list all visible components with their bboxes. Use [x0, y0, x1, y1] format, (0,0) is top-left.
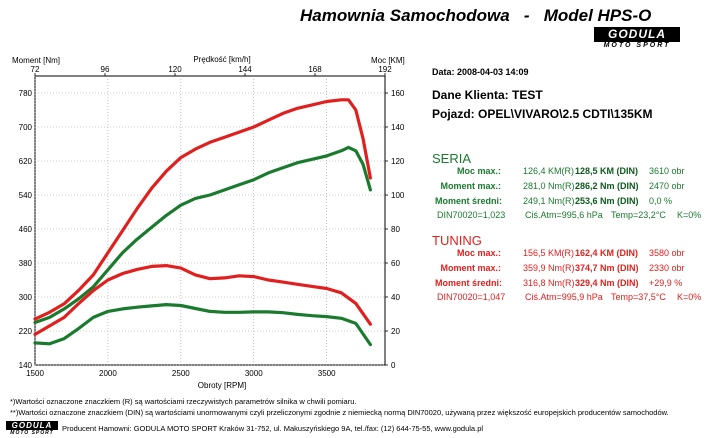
client-name: Dane Klienta: TEST	[432, 88, 543, 102]
godula-logo-small: GODULA MOTO SPORT	[6, 421, 58, 436]
y-right-tick-label: 100	[391, 191, 405, 200]
temperature: Temp=37,5°C	[611, 292, 666, 302]
x-tick-label: 3500	[318, 369, 336, 378]
stat-value-r: 126,4 KM(R)	[523, 166, 575, 176]
x-tick-label: 3000	[245, 369, 263, 378]
atm-pressure: Ciś.Atm=995,6 hPa	[525, 210, 603, 220]
y-right-tick-label: 80	[391, 225, 400, 234]
y-right-tick-label: 60	[391, 259, 400, 268]
x2-tick-label: 72	[31, 65, 40, 74]
x2-tick-label: 192	[378, 65, 392, 74]
page-title: Hamownia Samochodowa - Model HPS-O	[300, 6, 652, 25]
x-tick-label: 1500	[26, 369, 44, 378]
y-left-axis-label: Moment [Nm]	[12, 56, 60, 65]
seria-conditions-row: DIN70020=1,023 Ciś.Atm=995,6 hPa Temp=23…	[435, 210, 710, 223]
stat-value-rpm: 3610 obr	[649, 166, 685, 176]
y-left-tick-label: 220	[19, 327, 33, 336]
y-left-tick-label: 540	[19, 191, 33, 200]
logo-subtext: MOTO SPORT	[10, 430, 54, 436]
stat-label: Moment średni:	[435, 196, 503, 206]
stat-label: Moment max.:	[440, 263, 501, 273]
y-left-tick-label: 300	[19, 293, 33, 302]
data-series	[33, 98, 372, 347]
stat-value-rpm: 2330 obr	[649, 263, 685, 273]
tuning-torque-row: Moment max.: 359,9 Nm(R) 374,7 Nm (DIN) …	[435, 263, 710, 276]
stat-value-percent: 0,0 %	[649, 196, 673, 206]
din-factor: DIN70020=1,023	[437, 210, 506, 220]
y-left-tick-label: 460	[19, 225, 33, 234]
x2-tick-label: 168	[308, 65, 322, 74]
seria-torque-line	[33, 303, 372, 347]
x2-axis-label: Prędkość [km/h]	[193, 55, 250, 64]
stat-label: Moc max.:	[456, 248, 501, 258]
seria-torque-row: Moment max.: 281,0 Nm(R) 286,2 Nm (DIN) …	[435, 181, 710, 194]
y-left-tick-label: 620	[19, 157, 33, 166]
stat-value-din: 286,2 Nm (DIN)	[575, 181, 639, 191]
seria-power-line	[33, 145, 372, 325]
tuning-power-line	[33, 98, 372, 321]
stat-value-din: 253,6 Nm (DIN)	[575, 196, 639, 206]
y-left-tick-label: 700	[19, 123, 33, 132]
footnote-r: *)Wartości oznaczone znaczkiem (R) są wa…	[10, 397, 357, 406]
y-right-tick-label: 120	[391, 157, 405, 166]
y-left-tick-label: 380	[19, 259, 33, 268]
stat-value-r: 359,9 Nm(R)	[523, 263, 575, 273]
y-right-tick-label: 160	[391, 89, 405, 98]
logo-subtext: MOTO SPORT	[603, 42, 671, 49]
stat-value-din: 374,7 Nm (DIN)	[575, 263, 639, 273]
godula-logo: GODULA MOTO SPORT	[594, 27, 680, 50]
stat-value-r: 281,0 Nm(R)	[523, 181, 575, 191]
x2-tick-label: 96	[101, 65, 110, 74]
stat-label: Moment max.:	[440, 181, 501, 191]
stat-value-rpm: 2470 obr	[649, 181, 685, 191]
footnote-din: **)Wartości oznaczone znaczkiem (DIN) są…	[10, 408, 669, 417]
tuning-torque-line	[33, 264, 372, 336]
stat-label: Moc max.:	[456, 166, 501, 176]
tuning-power-row: Moc max.: 156,5 KM(R) 162,4 KM (DIN) 358…	[435, 248, 710, 261]
y-left-tick-label: 780	[19, 89, 33, 98]
stat-value-r: 316,8 Nm(R)	[523, 278, 575, 288]
x-axis-label: Obroty [RPM]	[198, 381, 246, 390]
x-tick-label: 2000	[99, 369, 117, 378]
y-right-tick-label: 20	[391, 327, 400, 336]
k-factor: K=0%	[677, 210, 702, 220]
vehicle-name: Pojazd: OPEL\VIVARO\2.5 CDTI\135KM	[432, 107, 653, 121]
producer-info: Producent Hamowni: GODULA MOTO SPORT Kra…	[62, 424, 484, 433]
stat-value-r: 249,1 Nm(R)	[523, 196, 575, 206]
tuning-conditions-row: DIN70020=1,047 Ciś.Atm=995,9 hPa Temp=37…	[435, 292, 710, 305]
x2-tick-label: 120	[168, 65, 182, 74]
stat-value-rpm: 3580 obr	[649, 248, 685, 258]
temperature: Temp=23,2°C	[611, 210, 666, 220]
din-factor: DIN70020=1,047	[437, 292, 506, 302]
seria-avg-torque-row: Moment średni: 249,1 Nm(R) 253,6 Nm (DIN…	[435, 196, 710, 209]
tuning-section-title: TUNING	[432, 233, 482, 248]
y-left-tick-label: 140	[19, 361, 33, 370]
k-factor: K=0%	[677, 292, 702, 302]
atm-pressure: Ciś.Atm=995,9 hPa	[525, 292, 603, 302]
grid-lines	[34, 76, 385, 366]
x2-tick-label: 144	[238, 65, 252, 74]
stat-value-din: 128,5 KM (DIN)	[575, 166, 639, 176]
y-right-axis-label: Moc [KM]	[371, 56, 405, 65]
stat-value-din: 162,4 KM (DIN)	[575, 248, 639, 258]
test-date: Data: 2008-04-03 14:09	[432, 67, 529, 77]
y-right-tick-label: 140	[391, 123, 405, 132]
logo-text: GODULA	[6, 421, 58, 430]
seria-section-title: SERIA	[432, 151, 472, 166]
logo-text: GODULA	[594, 27, 680, 42]
stat-value-percent: +29,9 %	[649, 278, 683, 288]
stat-label: Moment średni:	[435, 278, 503, 288]
x-tick-label: 2500	[172, 369, 190, 378]
seria-power-row: Moc max.: 126,4 KM(R) 128,5 KM (DIN) 361…	[435, 166, 710, 179]
tuning-avg-torque-row: Moment średni: 316,8 Nm(R) 329,4 Nm (DIN…	[435, 278, 710, 291]
stat-value-din: 329,4 Nm (DIN)	[575, 278, 639, 288]
y-right-tick-label: 40	[391, 293, 400, 302]
stat-value-r: 156,5 KM(R)	[523, 248, 575, 258]
y-right-tick-label: 0	[391, 361, 396, 370]
